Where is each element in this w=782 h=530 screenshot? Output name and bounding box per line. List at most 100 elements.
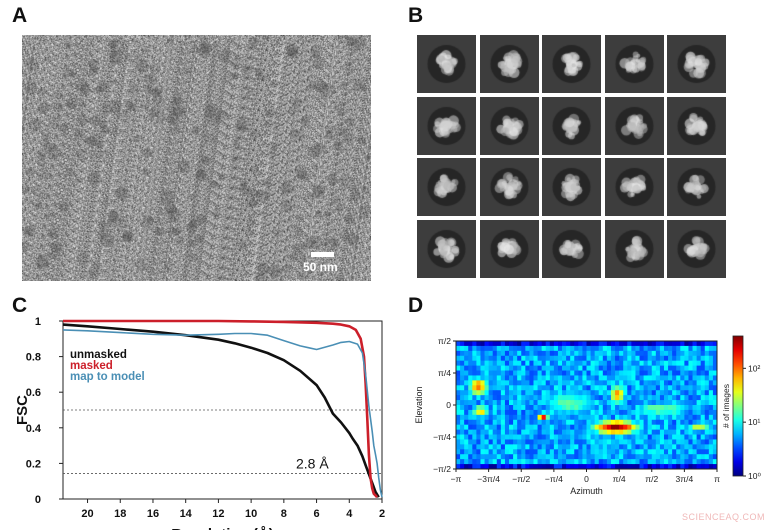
heatmap-cell (504, 405, 510, 411)
heatmap-cell (456, 341, 461, 347)
heatmap-cell (651, 390, 657, 396)
heatmap-cell (566, 390, 571, 396)
heatmap-cell (610, 355, 616, 362)
heatmap-cell (655, 464, 661, 470)
heatmap-cell (496, 409, 502, 416)
heatmap-cell (460, 429, 465, 435)
heatmap-cell (688, 409, 693, 416)
heatmap-cell (570, 360, 575, 367)
heatmap-cell (566, 360, 571, 367)
heatmap-cell (712, 424, 718, 431)
heatmap-cell (456, 350, 461, 357)
heatmap-cell (696, 355, 702, 362)
heatmap-cell (615, 454, 620, 460)
heatmap-cell (610, 434, 616, 440)
heatmap-cell (504, 444, 510, 450)
heatmap-cell (680, 405, 685, 411)
heatmap-cell (647, 395, 653, 401)
heatmap-cell (708, 454, 714, 460)
heatmap-cell (460, 439, 465, 445)
heatmap-cell (684, 360, 689, 367)
heatmap-cell (574, 464, 579, 470)
heatmap-cell (676, 400, 681, 406)
heatmap-cell (651, 370, 657, 376)
heatmap-cell (704, 355, 710, 362)
heatmap-cell (504, 409, 510, 416)
heatmap-cell (619, 464, 624, 470)
heatmap-cell (692, 444, 698, 450)
heatmap-cell (557, 375, 563, 381)
heatmap-cell (541, 414, 547, 421)
heatmap-cell (684, 380, 689, 386)
heatmap-cell (619, 341, 624, 347)
heatmap-cell (586, 345, 591, 352)
heatmap-cell (460, 385, 465, 391)
heatmap-cell (570, 365, 575, 371)
heatmap-cell (586, 360, 591, 367)
heatmap-cell (574, 414, 579, 421)
heatmap-cell (574, 341, 579, 347)
heatmap-cell (692, 350, 698, 357)
heatmap-cell (545, 350, 551, 357)
heatmap-cell (468, 464, 473, 470)
heatmap-cell (504, 390, 510, 396)
heatmap-cell (692, 400, 698, 406)
heatmap-cell (594, 375, 600, 381)
heatmap-cell (651, 414, 657, 421)
heatmap-cell (668, 370, 673, 376)
heatmap-cell (684, 395, 689, 401)
class-average-tile (542, 96, 602, 155)
heatmap-cell (562, 375, 567, 381)
heatmap-cell (598, 400, 604, 406)
heatmap-cell (647, 429, 653, 435)
heatmap-cell (676, 434, 681, 440)
heatmap-cell (492, 350, 498, 357)
heatmap-cell (525, 444, 530, 450)
heatmap-y-axis-title: Elevation (414, 386, 424, 423)
heatmap-cell (700, 429, 706, 435)
heatmap-cell (480, 419, 485, 426)
y-tick-label: 0 (35, 494, 41, 506)
heatmap-cell (684, 419, 689, 426)
heatmap-cell (529, 395, 534, 401)
heatmap-cell (586, 419, 591, 426)
heatmap-cell (688, 385, 693, 391)
heatmap-cell (647, 375, 653, 381)
heatmap-cell (659, 414, 665, 421)
heatmap-cell (619, 390, 624, 396)
heatmap-cell (651, 360, 657, 367)
heatmap-cell (549, 459, 555, 465)
heatmap-cell (545, 395, 551, 401)
heatmap-cell (496, 464, 502, 470)
heatmap-cell (643, 345, 649, 352)
x-tick-label: π (714, 474, 720, 484)
heatmap-cell (598, 375, 604, 381)
heatmap-cell (566, 434, 571, 440)
heatmap-cell (619, 419, 624, 426)
heatmap-cell (557, 464, 563, 470)
heatmap-cell (680, 390, 685, 396)
heatmap-cell (460, 360, 465, 367)
heatmap-cell (476, 375, 481, 381)
heatmap-cell (468, 365, 473, 371)
heatmap-cell (602, 400, 608, 406)
heatmap-cell (623, 385, 628, 391)
heatmap-cell (549, 464, 555, 470)
heatmap-cell (627, 345, 632, 352)
heatmap-cell (602, 390, 608, 396)
heatmap-cell (651, 375, 657, 381)
heatmap-cell (696, 375, 702, 381)
heatmap-cell (680, 341, 685, 347)
heatmap-cell (456, 355, 461, 362)
heatmap-cell (582, 459, 587, 465)
heatmap-cell (517, 370, 522, 376)
heatmap-cell (663, 419, 669, 426)
heatmap-cell (468, 424, 473, 431)
heatmap-cell (468, 350, 473, 357)
heatmap-cell (496, 424, 502, 431)
heatmap-cell (696, 345, 702, 352)
heatmap-cell (590, 360, 596, 367)
heatmap-cell (606, 429, 612, 435)
heatmap-cell (566, 454, 571, 460)
heatmap-cell (509, 355, 514, 362)
